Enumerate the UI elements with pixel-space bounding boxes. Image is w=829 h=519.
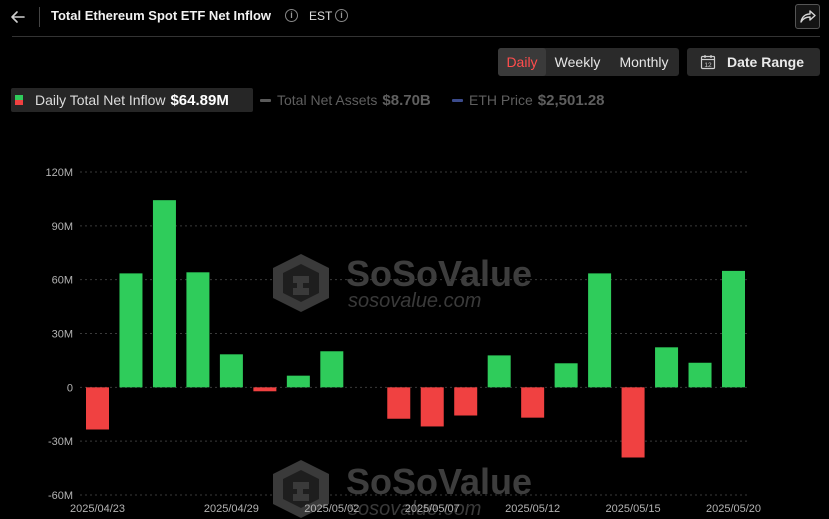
header-divider <box>12 36 820 37</box>
bar-2025-04-29[interactable] <box>219 354 243 388</box>
x-tick-label: 2025/05/20 <box>706 503 761 515</box>
bar-2025-05-06[interactable] <box>387 387 411 419</box>
legend-value: $8.70B <box>382 91 431 109</box>
watermark-brand: SoSoValue <box>346 253 532 294</box>
back-arrow-icon[interactable] <box>8 7 28 27</box>
tab-monthly[interactable]: Monthly <box>619 54 669 70</box>
bar-2025-05-02[interactable] <box>320 351 344 388</box>
x-tick-label: 2025/04/23 <box>70 503 125 515</box>
bar-2025-05-09[interactable] <box>487 355 511 388</box>
tab-daily[interactable]: Daily <box>498 48 546 76</box>
period-toggle: Daily Weekly Monthly <box>498 48 679 76</box>
y-tick-label: -60M <box>48 490 73 502</box>
watermark-brand-2: SoSoValue <box>346 461 532 502</box>
bar-2025-05-07[interactable] <box>420 387 444 427</box>
y-tick-label: -30M <box>48 436 73 448</box>
y-tick-label: 60M <box>52 275 73 287</box>
y-tick-label: 0 <box>67 382 73 394</box>
bar-2025-04-28[interactable] <box>186 272 210 388</box>
timezone-info-icon[interactable]: i <box>335 9 348 22</box>
legend-value: $2,501.28 <box>537 91 605 109</box>
legend-total-net-assets[interactable]: Total Net Assets $8.70B <box>257 88 443 112</box>
bar-2025-04-24[interactable] <box>119 273 143 388</box>
x-tick-label: 2025/04/29 <box>204 503 259 515</box>
timezone-label: EST <box>309 9 333 23</box>
bar-2025-05-20[interactable] <box>722 270 745 388</box>
legend-label: ETH Price <box>469 92 533 108</box>
legend-value: $64.89M <box>170 91 229 109</box>
x-tick-label: 2025/05/15 <box>606 503 661 515</box>
sosovalue-logo-icon <box>273 254 329 312</box>
bar-2025-05-08[interactable] <box>454 387 478 416</box>
calendar-icon: 12 <box>700 55 716 70</box>
date-range-label: Date Range <box>727 54 805 70</box>
bar-2025-05-01[interactable] <box>286 375 310 388</box>
legend-eth-price[interactable]: ETH Price $2,501.28 <box>449 88 619 112</box>
bar-2025-05-12[interactable] <box>521 387 545 418</box>
legend-label: Daily Total Net Inflow <box>35 92 166 108</box>
watermark: SoSoValue sosovalue.com SoSoValue sosova… <box>273 253 532 519</box>
x-tick-label: 2025/05/07 <box>405 503 460 515</box>
date-range-button[interactable]: 12 Date Range <box>687 48 820 76</box>
y-tick-label: 90M <box>52 221 73 233</box>
bar-2025-05-19[interactable] <box>688 362 712 388</box>
watermark-url: sosovalue.com <box>348 290 481 312</box>
tab-weekly[interactable]: Weekly <box>554 54 601 70</box>
bar-2025-04-30[interactable] <box>253 387 277 392</box>
bar-2025-05-14[interactable] <box>588 273 612 388</box>
share-button[interactable] <box>795 4 820 29</box>
bar-2025-04-23[interactable] <box>86 387 109 430</box>
y-tick-label: 30M <box>52 329 73 341</box>
bar-2025-05-16[interactable] <box>655 347 679 388</box>
legend-swatch-line <box>452 99 463 102</box>
page-title: Total Ethereum Spot ETF Net Inflow <box>51 8 272 23</box>
legend-daily-net-inflow[interactable]: Daily Total Net Inflow $64.89M <box>11 88 253 112</box>
sosovalue-logo-icon-2 <box>273 460 329 518</box>
legend-swatch-green-red <box>15 95 23 105</box>
legend-swatch-line <box>260 99 271 102</box>
bar-2025-04-25[interactable] <box>152 200 176 388</box>
x-tick-label: 2025/05/02 <box>304 503 359 515</box>
y-tick-label: 120M <box>45 167 73 179</box>
net-inflow-bar-chart: SoSoValue sosovalue.com SoSoValue sosova… <box>45 167 761 519</box>
x-tick-label: 2025/05/12 <box>505 503 560 515</box>
bar-2025-05-15[interactable] <box>621 387 645 458</box>
svg-text:12: 12 <box>704 62 712 69</box>
divider <box>39 7 40 27</box>
legend-label: Total Net Assets <box>277 92 378 108</box>
top-bar: Total Ethereum Spot ETF Net Inflow i EST… <box>0 0 829 34</box>
title-info-icon[interactable]: i <box>285 9 298 22</box>
bar-2025-05-13[interactable] <box>554 363 578 388</box>
watermark-url-2: sosovalue.com <box>348 498 481 519</box>
share-icon <box>800 10 816 23</box>
